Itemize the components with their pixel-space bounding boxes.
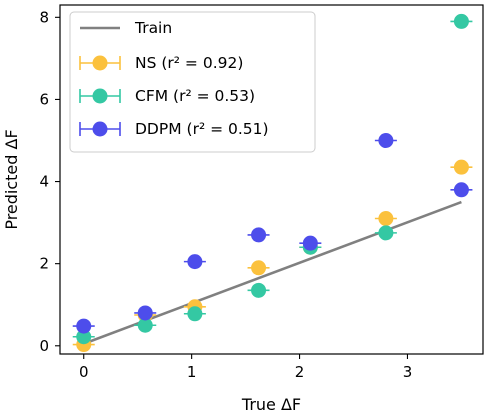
- data-point: [76, 329, 92, 345]
- legend-label: DDPM (r² = 0.51): [135, 120, 269, 138]
- y-tick-label: 8: [39, 8, 49, 26]
- data-point: [378, 211, 394, 227]
- series-1: [72, 13, 473, 345]
- x-tick-label: 1: [187, 363, 197, 381]
- x-tick-label: 0: [79, 363, 89, 381]
- data-point: [187, 306, 203, 322]
- legend-label: NS (r² = 0.92): [135, 54, 243, 72]
- x-axis-label: True ΔF: [241, 395, 301, 414]
- data-point: [251, 282, 267, 298]
- data-point: [137, 317, 153, 333]
- series-0: [72, 159, 473, 353]
- y-tick-label: 2: [39, 255, 49, 273]
- data-point: [187, 254, 203, 270]
- plot-frame: [59, 4, 484, 355]
- legend-label: Train: [134, 19, 172, 37]
- legend-label: CFM (r² = 0.53): [135, 87, 255, 105]
- data-points: [72, 13, 473, 353]
- data-point: [302, 235, 318, 251]
- data-point: [251, 227, 267, 243]
- y-tick-label: 0: [39, 337, 49, 355]
- legend-box: [69, 11, 316, 153]
- axes: 0 1 2 3 0 2 4 6 8 True ΔF Predicted ΔF: [2, 4, 484, 414]
- legend-marker: [92, 55, 108, 71]
- data-point: [378, 225, 394, 241]
- legend-marker: [92, 88, 108, 104]
- y-tick-label: 4: [39, 173, 49, 191]
- data-point: [378, 132, 394, 148]
- y-tick-label: 6: [39, 90, 49, 108]
- y-axis-label: Predicted ΔF: [2, 129, 21, 229]
- data-point: [453, 159, 469, 175]
- data-point: [137, 305, 153, 321]
- x-tick-label: 2: [295, 363, 305, 381]
- data-point: [251, 260, 267, 276]
- data-point: [453, 13, 469, 29]
- legend: Train NS (r² = 0.92) CFM (r² = 0.53) DDPM (…: [69, 11, 316, 153]
- legend-marker: [92, 121, 108, 137]
- data-point: [453, 182, 469, 198]
- x-tick-label: 3: [403, 363, 413, 381]
- data-point: [76, 318, 92, 334]
- series-2: [72, 132, 473, 334]
